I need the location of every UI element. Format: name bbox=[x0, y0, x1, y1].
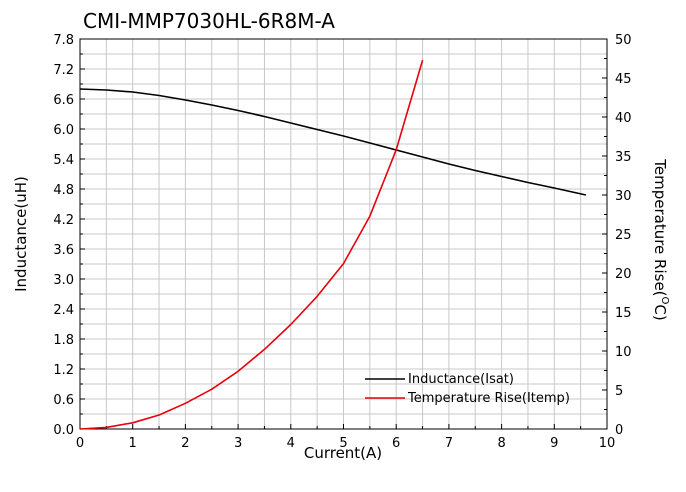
y2-axis-title: Temperature Rise(OC) bbox=[651, 158, 670, 320]
y2-axis-title-end: C) bbox=[651, 304, 669, 320]
y2-tick-label: 20 bbox=[615, 267, 632, 282]
y2-tick-label: 30 bbox=[615, 189, 632, 204]
y-tick-label: 1.8 bbox=[53, 333, 74, 348]
x-tick-label: 4 bbox=[287, 436, 295, 451]
y2-tick-label: 50 bbox=[615, 33, 632, 48]
x-tick-label: 0 bbox=[76, 436, 84, 451]
y-tick-label: 6.6 bbox=[53, 93, 74, 108]
y2-tick-label: 25 bbox=[615, 228, 632, 243]
x-tick-label: 9 bbox=[550, 436, 558, 451]
x-axis-tick-labels: 0 1 2 3 4 5 6 7 8 9 10 bbox=[76, 436, 615, 451]
axis-ticks bbox=[79, 38, 608, 430]
grid-lines bbox=[80, 39, 607, 429]
series-lines bbox=[79, 59, 587, 430]
y2-axis-title-sup: O bbox=[659, 297, 670, 305]
legend-label-inductance: Inductance(Isat) bbox=[408, 372, 514, 387]
x-axis-title: Current(A) bbox=[304, 444, 382, 462]
y2-tick-label: 45 bbox=[615, 72, 632, 87]
legend-label-temperature: Temperature Rise(Itemp) bbox=[407, 391, 570, 406]
y-tick-label: 6.0 bbox=[53, 123, 74, 138]
y-axis-title: Inductance(uH) bbox=[12, 176, 30, 292]
series-line-inductance bbox=[79, 88, 587, 196]
y2-axis-title-main: Temperature Rise( bbox=[651, 158, 669, 296]
y-tick-label: 3.6 bbox=[53, 243, 74, 258]
y2-tick-label: 40 bbox=[615, 111, 632, 126]
legend: Inductance(Isat) Temperature Rise(Itemp) bbox=[365, 372, 570, 406]
y2-tick-label: 0 bbox=[615, 423, 623, 438]
x-tick-label: 7 bbox=[445, 436, 453, 451]
chart-title: CMI-MMP7030HL-6R8M-A bbox=[83, 9, 335, 33]
x-tick-label: 10 bbox=[599, 436, 616, 451]
y-tick-label: 4.2 bbox=[53, 213, 74, 228]
y2-tick-label: 5 bbox=[615, 384, 623, 399]
y2-tick-label: 35 bbox=[615, 150, 632, 165]
x-tick-label: 3 bbox=[234, 436, 242, 451]
y2-axis-tick-labels: 0 5 10 15 20 25 30 35 40 45 50 bbox=[615, 33, 632, 438]
x-tick-label: 2 bbox=[181, 436, 189, 451]
y-tick-label: 0.6 bbox=[53, 393, 74, 408]
y-tick-label: 3.0 bbox=[53, 273, 74, 288]
x-tick-label: 1 bbox=[129, 436, 137, 451]
y-tick-label: 1.2 bbox=[53, 363, 74, 378]
y-tick-label: 4.8 bbox=[53, 183, 74, 198]
y2-tick-label: 10 bbox=[615, 345, 632, 360]
y-tick-label: 7.8 bbox=[53, 33, 74, 48]
x-tick-label: 8 bbox=[497, 436, 505, 451]
y2-tick-label: 15 bbox=[615, 306, 632, 321]
x-tick-label: 6 bbox=[392, 436, 400, 451]
x-tick-label: 5 bbox=[339, 436, 347, 451]
y-tick-label: 5.4 bbox=[53, 153, 74, 168]
y-tick-label: 0.0 bbox=[53, 423, 74, 438]
y-tick-label: 7.2 bbox=[53, 63, 74, 78]
y-tick-label: 2.4 bbox=[53, 303, 74, 318]
series-line-temperature-rise bbox=[79, 59, 424, 430]
y-axis-tick-labels: 0.0 0.6 1.2 1.8 2.4 3.0 3.6 4.2 4.8 5.4 6.0 6.6 7.2 7… bbox=[53, 33, 74, 438]
